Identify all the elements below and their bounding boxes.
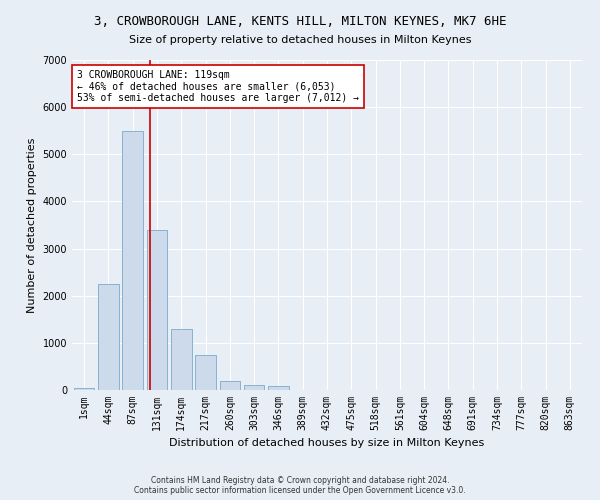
Bar (268, 386, 289, 390)
Bar (220, 380, 240, 390)
Text: Size of property relative to detached houses in Milton Keynes: Size of property relative to detached ho… (129, 35, 471, 45)
Text: 3 CROWBOROUGH LANE: 119sqm
← 46% of detached houses are smaller (6,053)
53% of s: 3 CROWBOROUGH LANE: 119sqm ← 46% of deta… (77, 70, 359, 103)
Bar (146, 230, 167, 390)
Bar (122, 130, 143, 390)
Bar (195, 354, 216, 390)
Text: Contains HM Land Registry data © Crown copyright and database right 2024.
Contai: Contains HM Land Registry data © Crown c… (134, 476, 466, 495)
Text: 3, CROWBOROUGH LANE, KENTS HILL, MILTON KEYNES, MK7 6HE: 3, CROWBOROUGH LANE, KENTS HILL, MILTON … (94, 15, 506, 28)
Y-axis label: Number of detached properties: Number of detached properties (27, 138, 37, 312)
Bar (74, 388, 94, 390)
X-axis label: Distribution of detached houses by size in Milton Keynes: Distribution of detached houses by size … (169, 438, 485, 448)
Bar (98, 284, 119, 390)
Bar (171, 328, 191, 390)
Bar (244, 386, 265, 390)
